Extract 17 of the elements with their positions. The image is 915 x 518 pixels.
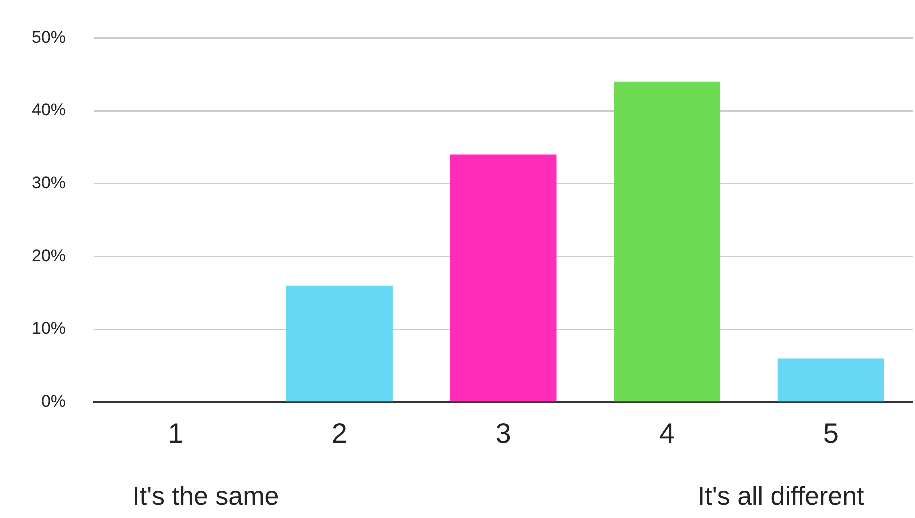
- y-tick-label: 0%: [41, 392, 66, 412]
- y-tick-label: 20%: [32, 246, 66, 266]
- bar: [286, 286, 393, 402]
- text: It's the same: [132, 481, 280, 512]
- x-tick-label: 5: [823, 418, 839, 449]
- x-tick-label: 3: [496, 418, 512, 449]
- bar: [450, 154, 557, 402]
- bar: [614, 82, 721, 402]
- x-tick-label: 4: [660, 418, 676, 449]
- text: It's all different: [698, 481, 866, 512]
- x-tick-label: 2: [332, 418, 348, 449]
- bar: [778, 358, 884, 402]
- x-tick-label: 1: [168, 418, 184, 449]
- y-tick-label: 40%: [32, 100, 66, 120]
- y-tick-label: 50%: [32, 28, 66, 47]
- y-tick-label: 10%: [32, 319, 66, 338]
- y-tick-label: 30%: [32, 174, 66, 193]
